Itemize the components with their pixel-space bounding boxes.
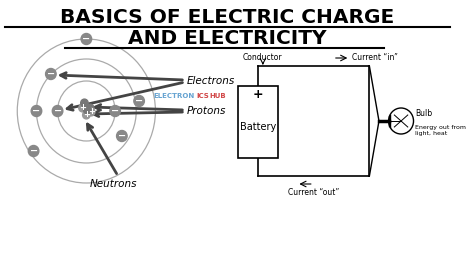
Text: Protons: Protons [187, 106, 227, 116]
Text: +: + [253, 88, 264, 101]
Circle shape [134, 95, 145, 106]
Text: +: + [79, 103, 86, 112]
Text: AND ELECTRICITY: AND ELECTRICITY [128, 29, 327, 48]
Circle shape [52, 106, 63, 117]
Text: −: − [118, 131, 126, 141]
Text: +: + [83, 110, 90, 119]
Text: −: − [135, 96, 143, 106]
Text: Neutrons: Neutrons [90, 179, 137, 189]
Circle shape [110, 106, 120, 117]
Circle shape [31, 106, 42, 117]
Text: −: − [47, 69, 55, 79]
Text: Bulb: Bulb [415, 109, 433, 118]
Text: −: − [82, 34, 91, 44]
Text: Electrons: Electrons [187, 76, 235, 86]
Text: Energy out from
light, heat: Energy out from light, heat [415, 125, 466, 136]
Text: BASICS OF ELECTRIC CHARGE: BASICS OF ELECTRIC CHARGE [60, 8, 394, 27]
Text: Battery: Battery [240, 122, 276, 132]
Text: Current “in”: Current “in” [352, 53, 398, 63]
Circle shape [82, 111, 90, 119]
Text: +: + [88, 107, 95, 116]
Text: ICS: ICS [197, 93, 210, 99]
Circle shape [117, 131, 127, 142]
Circle shape [87, 108, 95, 116]
Bar [238, 86, 278, 158]
Text: −: − [32, 106, 40, 116]
Text: −: − [111, 106, 119, 116]
Circle shape [79, 104, 86, 112]
Circle shape [81, 34, 91, 44]
Circle shape [46, 69, 56, 80]
Text: −: − [54, 106, 62, 116]
Circle shape [83, 106, 91, 114]
Circle shape [81, 99, 88, 107]
Circle shape [28, 146, 39, 156]
Text: −: − [29, 146, 37, 156]
Text: ELECTRON: ELECTRON [154, 93, 195, 99]
Circle shape [86, 104, 94, 112]
Text: HUB: HUB [209, 93, 226, 99]
Text: Current “out”: Current “out” [288, 188, 339, 197]
Text: Conductor: Conductor [243, 53, 283, 62]
